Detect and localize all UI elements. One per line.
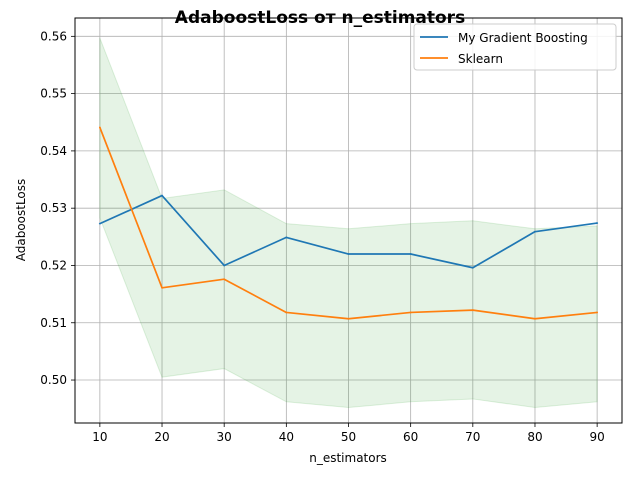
y-tick-label: 0.54 (40, 144, 67, 158)
x-tick-label: 80 (527, 430, 542, 444)
data-point (409, 253, 412, 255)
x-tick-label: 70 (465, 430, 480, 444)
data-point (471, 266, 474, 269)
y-tick-label: 0.53 (40, 201, 67, 215)
legend-box (413, 23, 617, 71)
data-point (534, 230, 536, 233)
confidence-band-area (99, 37, 598, 409)
x-axis-ticks: 10 20 30 40 50 60 70 80 90 (92, 423, 605, 444)
x-tick-label: 10 (92, 430, 107, 444)
data-point (596, 222, 599, 224)
x-tick-label: 30 (217, 430, 232, 444)
y-tick-label: 0.52 (40, 258, 67, 272)
legend-label-sklearn: Sklearn (458, 52, 503, 66)
data-point (471, 309, 474, 312)
series-lines (98, 126, 599, 320)
x-tick-label: 20 (154, 430, 169, 444)
data-point (223, 264, 226, 267)
data-point (161, 194, 163, 197)
x-tick-label: 50 (341, 430, 356, 444)
data-point (409, 311, 412, 314)
data-point (534, 317, 536, 320)
y-tick-label: 0.51 (40, 316, 67, 330)
legend: My Gradient Boosting Sklearn (413, 23, 617, 71)
data-point (98, 126, 101, 129)
data-point (285, 236, 288, 239)
y-tick-label: 0.50 (40, 373, 67, 387)
y-tick-label: 0.55 (40, 87, 67, 101)
data-point (347, 317, 350, 320)
chart-title: AdaboostLoss от n_estimators (174, 8, 466, 28)
confidence-band (99, 37, 598, 409)
x-tick-label: 90 (589, 430, 604, 444)
data-point (161, 286, 163, 289)
data-point (596, 311, 599, 314)
data-point (347, 253, 350, 255)
data-point (285, 311, 288, 314)
y-axis-ticks: 0.50 0.51 0.52 0.53 0.54 0.55 0.56 (40, 29, 75, 387)
x-tick-label: 40 (279, 430, 294, 444)
x-tick-label: 60 (403, 430, 418, 444)
data-point (223, 278, 226, 281)
legend-label-my-gradient-boosting: My Gradient Boosting (458, 31, 588, 45)
grid (75, 18, 622, 423)
y-axis-label: AdaboostLoss (14, 179, 28, 262)
y-tick-label: 0.56 (40, 29, 67, 43)
data-point (98, 222, 101, 225)
x-axis-label: n_estimators (309, 451, 387, 465)
